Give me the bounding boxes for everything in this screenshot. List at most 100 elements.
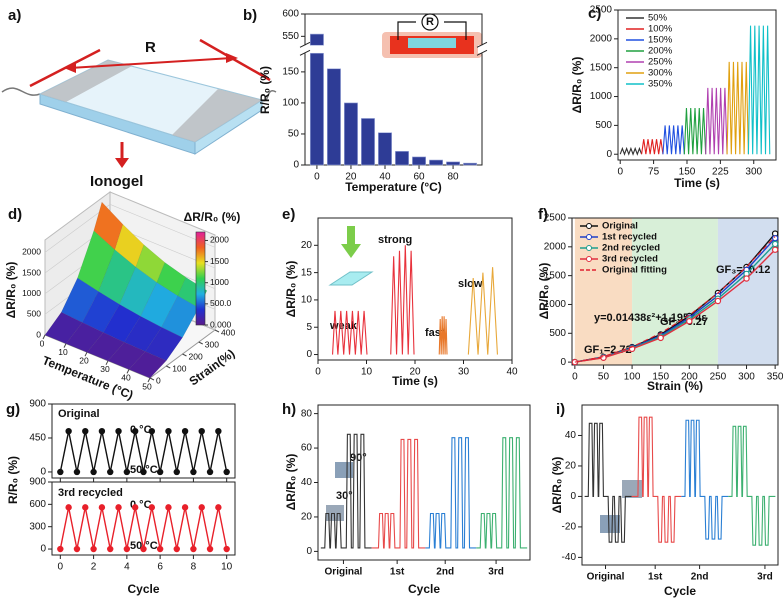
x-tick-label: 1st	[648, 572, 663, 583]
marker	[165, 504, 172, 511]
marker	[115, 427, 122, 435]
region	[574, 218, 633, 365]
marker	[140, 545, 147, 553]
y-tick-label: 80	[301, 408, 313, 419]
colorbar-tick-label: 2000	[210, 235, 229, 245]
plot-frame	[617, 9, 777, 161]
marker	[73, 468, 81, 476]
x-axis-title: Time (s)	[392, 374, 438, 388]
y-tick-label: 300	[29, 521, 46, 532]
electrode	[172, 89, 262, 142]
panel-label: d)	[8, 206, 22, 223]
x-tick-label: 0	[617, 167, 623, 178]
axis-break	[476, 41, 488, 48]
marker	[215, 504, 222, 511]
marker	[223, 468, 230, 476]
line-series	[631, 416, 682, 543]
z-tick-label: 0	[36, 329, 41, 339]
y-tick-label: 5	[306, 322, 312, 333]
x-tick	[147, 377, 151, 383]
x-tick-label: 40	[506, 367, 518, 378]
y-tick	[149, 377, 155, 381]
y-axis-title: R/R₀ (%)	[6, 456, 20, 504]
y-tick-label: 0	[156, 375, 161, 385]
z-tick-label: 2000	[22, 247, 41, 257]
plot-frame	[571, 217, 779, 366]
y-tick-label: 600	[282, 9, 299, 20]
x-tick-label: 80	[448, 172, 460, 183]
x-axis-title: Cycle	[127, 582, 159, 596]
y-tick-label: 2000	[544, 241, 567, 252]
marker	[82, 504, 89, 511]
marker	[90, 545, 97, 553]
x-axis-title: Strain (%)	[647, 379, 703, 393]
legend-label: 2nd recycled	[602, 243, 660, 254]
colorbar-title: ΔR/R₀ (%)	[184, 210, 241, 224]
marker	[140, 468, 147, 476]
x-tick-label: 30	[458, 367, 470, 378]
x-tick-label: 300	[745, 167, 762, 178]
y-tick-label: 0	[293, 160, 299, 171]
x-tick-label: Original	[325, 567, 363, 578]
x-tick-label: 4	[124, 562, 130, 573]
y-tick-label: 600	[29, 499, 46, 510]
marker	[57, 468, 64, 476]
y-tick-label: 550	[282, 31, 299, 42]
y-tick	[166, 365, 171, 369]
line-series	[705, 87, 728, 155]
marker	[98, 427, 106, 435]
y-axis-title: ΔR/R₀ (%)	[570, 57, 584, 114]
surface-patch	[128, 351, 167, 379]
line-series	[747, 25, 771, 155]
marker	[98, 504, 106, 511]
marker	[156, 545, 164, 553]
y-tick-label: 2000	[590, 33, 613, 44]
marker	[107, 545, 114, 553]
bar	[446, 161, 461, 166]
legend-marker	[586, 245, 592, 251]
arrowhead	[64, 63, 76, 73]
marker	[190, 545, 197, 553]
x-tick-label: 0	[315, 367, 321, 378]
axis-break	[299, 41, 311, 48]
marker	[173, 545, 180, 553]
x-axis-title: Time (s)	[674, 176, 720, 190]
axis-break	[299, 49, 311, 56]
line-series	[438, 316, 448, 355]
panel-label: f)	[538, 206, 548, 223]
line-series	[476, 437, 528, 549]
y-tick-label: 0	[306, 546, 312, 557]
y-tick-label: 200	[189, 351, 203, 361]
y-tick-label: 500	[549, 328, 566, 339]
y-tick-label: 1500	[544, 270, 567, 281]
z-axis-title: ΔR/R₀ (%)	[4, 262, 18, 319]
z-tick-label: 1000	[22, 288, 41, 298]
z-tick-label: 1500	[22, 267, 41, 277]
colorbar	[195, 231, 206, 326]
marker	[148, 427, 156, 435]
x-tick	[126, 369, 130, 374]
y-tick-label: 0	[570, 491, 576, 502]
line-series	[681, 419, 729, 540]
colorbar-tick-label: 0.000	[210, 319, 232, 329]
x-tick-label: 75	[648, 167, 660, 178]
marker	[657, 334, 664, 342]
x-axis-title: Temperature (°C)	[345, 180, 442, 194]
photo-inset	[326, 505, 344, 521]
y-axis-title: ΔR/R₀ (%)	[284, 261, 298, 318]
x-tick-label: 60	[413, 172, 425, 183]
x-tick-label: 150	[679, 167, 696, 178]
x-axis-title: Cycle	[408, 582, 440, 596]
photo-inset	[622, 480, 642, 498]
marker	[82, 427, 89, 435]
line-series	[332, 310, 368, 355]
bracket	[199, 38, 271, 82]
x-tick-label: 300	[738, 372, 755, 383]
panel-label: e)	[282, 206, 295, 223]
y-tick-label: 100	[172, 363, 186, 373]
x-tick-label: 250	[710, 372, 727, 383]
inset-e	[328, 226, 374, 286]
marker	[771, 240, 779, 248]
bar	[429, 159, 443, 166]
